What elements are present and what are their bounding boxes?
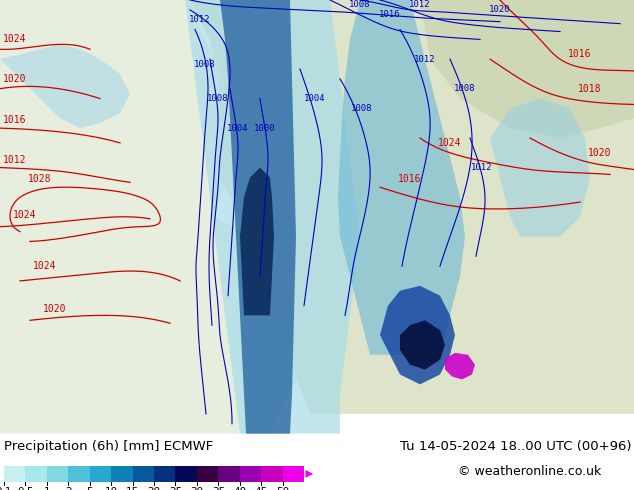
- Bar: [133, 466, 154, 482]
- Text: 1016: 1016: [398, 174, 422, 184]
- Text: 1004: 1004: [227, 123, 249, 133]
- Text: 50: 50: [276, 487, 289, 490]
- Text: 1024: 1024: [13, 210, 37, 220]
- Bar: [240, 466, 261, 482]
- Text: 1012: 1012: [190, 15, 210, 24]
- Text: 45: 45: [254, 487, 268, 490]
- Text: 5: 5: [86, 487, 93, 490]
- Polygon shape: [380, 286, 455, 384]
- Text: 20: 20: [148, 487, 160, 490]
- Text: 1012: 1012: [471, 163, 493, 172]
- Text: 1012: 1012: [3, 155, 27, 165]
- Polygon shape: [400, 320, 445, 369]
- Polygon shape: [0, 0, 300, 434]
- Text: 1024: 1024: [3, 34, 27, 45]
- Bar: [90, 466, 111, 482]
- Text: 1020: 1020: [588, 148, 612, 158]
- Text: 1008: 1008: [349, 0, 371, 9]
- Bar: [283, 466, 304, 482]
- Text: 2: 2: [65, 487, 72, 490]
- Text: 30: 30: [190, 487, 204, 490]
- Polygon shape: [445, 353, 475, 379]
- Polygon shape: [420, 0, 634, 138]
- Text: 35: 35: [212, 487, 225, 490]
- Text: 1020: 1020: [43, 304, 67, 315]
- Text: 1012: 1012: [414, 54, 436, 64]
- Text: Tu 14-05-2024 18..00 UTC (00+96): Tu 14-05-2024 18..00 UTC (00+96): [400, 440, 631, 453]
- Bar: [47, 466, 68, 482]
- Text: 25: 25: [169, 487, 182, 490]
- Text: 40: 40: [233, 487, 246, 490]
- Polygon shape: [190, 0, 634, 414]
- Text: 1012: 1012: [410, 0, 430, 9]
- Polygon shape: [490, 98, 590, 237]
- Text: © weatheronline.co.uk: © weatheronline.co.uk: [458, 466, 601, 478]
- Text: 1016: 1016: [379, 10, 401, 19]
- Polygon shape: [240, 168, 274, 316]
- Bar: [154, 466, 176, 482]
- Text: Precipitation (6h) [mm] ECMWF: Precipitation (6h) [mm] ECMWF: [4, 440, 213, 453]
- Text: 1: 1: [44, 487, 50, 490]
- Text: 1028: 1028: [29, 174, 52, 184]
- Text: 1020: 1020: [489, 5, 511, 14]
- Bar: [4, 466, 25, 482]
- Text: 1008: 1008: [207, 94, 229, 103]
- Polygon shape: [185, 0, 360, 434]
- Bar: [261, 466, 283, 482]
- Text: 1008: 1008: [194, 60, 216, 69]
- Bar: [197, 466, 218, 482]
- Text: 1024: 1024: [438, 138, 462, 148]
- Text: 1016: 1016: [568, 49, 592, 59]
- Bar: [176, 466, 197, 482]
- Text: 1000: 1000: [254, 123, 276, 133]
- Text: 1020: 1020: [3, 74, 27, 84]
- Polygon shape: [0, 45, 130, 128]
- Text: 1008: 1008: [351, 104, 373, 113]
- Bar: [68, 466, 90, 482]
- Text: 1024: 1024: [33, 261, 57, 271]
- Text: 1018: 1018: [578, 84, 602, 94]
- Text: 0.5: 0.5: [17, 487, 34, 490]
- Bar: [218, 466, 240, 482]
- Text: 10: 10: [105, 487, 118, 490]
- Polygon shape: [338, 0, 465, 355]
- Text: 1016: 1016: [3, 115, 27, 125]
- Text: 1008: 1008: [454, 84, 476, 93]
- Text: 0.1: 0.1: [0, 487, 12, 490]
- Text: 1004: 1004: [304, 94, 326, 103]
- Bar: [25, 466, 47, 482]
- Polygon shape: [220, 0, 296, 434]
- Text: 15: 15: [126, 487, 139, 490]
- Bar: [111, 466, 133, 482]
